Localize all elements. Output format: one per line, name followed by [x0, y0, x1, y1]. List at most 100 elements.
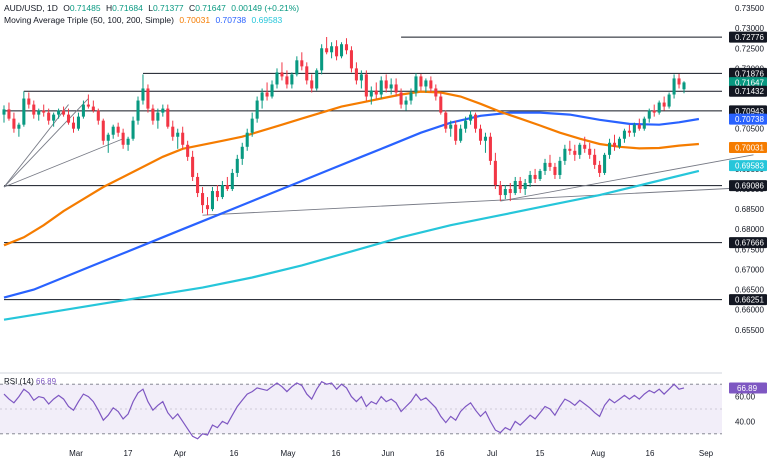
candle-body — [439, 96, 443, 113]
price-tick-label: 0.67500 — [735, 245, 764, 254]
candle-body — [52, 114, 56, 121]
trend-line — [3, 98, 89, 188]
candle-body — [518, 180, 522, 190]
candle-body — [647, 110, 651, 119]
candle-body — [399, 92, 403, 105]
price-tick-label: 0.72500 — [735, 44, 764, 53]
price-tick-label: 0.66500 — [735, 286, 764, 295]
candle-body — [523, 182, 527, 190]
candle-body — [672, 78, 676, 95]
ma-legend: Moving Average Triple (50, 100, 200, Sim… — [4, 15, 285, 25]
candle-body — [71, 122, 76, 129]
candle-body — [339, 44, 344, 57]
candle-body — [622, 130, 626, 139]
candle-body — [230, 172, 234, 190]
price-axis-marker: 0.71647 — [729, 77, 767, 89]
candle-body — [667, 94, 671, 107]
candle-body — [617, 138, 622, 147]
candle-body — [662, 102, 666, 107]
time-tick-label: Mar — [69, 449, 83, 458]
candle-body — [215, 191, 219, 198]
time-tick-label: 16 — [436, 449, 445, 458]
ma200-line — [3, 169, 700, 321]
candle-body — [344, 44, 349, 51]
candle-body — [111, 126, 115, 135]
candle-body — [76, 116, 80, 129]
candle-body — [225, 185, 229, 190]
candle-body — [682, 82, 686, 90]
ohlc-high: H0.71684 — [105, 3, 143, 13]
candle-body — [424, 80, 428, 87]
price-tick-label: 0.67000 — [735, 265, 764, 274]
candle-body — [265, 92, 269, 97]
rsi-title: RSI (14) — [4, 377, 34, 386]
candle-body — [578, 144, 582, 155]
candle-body — [136, 100, 140, 121]
candle-body — [86, 104, 90, 107]
candle-body — [637, 124, 641, 129]
candle-body — [62, 110, 66, 115]
candle-body — [349, 50, 353, 69]
symbol-legend: AUD/USD, 1D O0.71485 H0.71684 L0.71377 C… — [4, 3, 302, 13]
time-tick-label: May — [280, 449, 295, 458]
candle-body — [469, 114, 473, 121]
candle-body — [295, 60, 299, 75]
time-tick-label: Jul — [487, 449, 497, 458]
candle-body — [543, 162, 547, 171]
candle-body — [181, 132, 185, 145]
candle-body — [12, 118, 16, 129]
candle-body — [568, 148, 572, 151]
candle-body — [290, 74, 294, 85]
candle-body — [250, 118, 254, 133]
candle-body — [573, 150, 577, 155]
candle-body — [255, 100, 259, 119]
candle-body — [538, 170, 542, 179]
candle-body — [389, 84, 393, 89]
time-tick-label: Apr — [174, 449, 187, 458]
candle-body — [404, 100, 408, 105]
price-axis-marker: 0.67666 — [729, 237, 767, 249]
candle-body — [369, 90, 373, 97]
candle-body — [22, 98, 26, 125]
time-tick-label: Sep — [699, 449, 714, 458]
candle-body — [354, 68, 358, 81]
candle-body — [196, 176, 200, 194]
candle-body — [528, 174, 532, 183]
candle-body — [464, 120, 468, 129]
time-tick-label: 16 — [646, 449, 655, 458]
price-marker-label: 0.67666 — [735, 239, 764, 248]
candle-body — [325, 48, 329, 53]
candle-body — [166, 108, 170, 127]
candle-body — [533, 174, 537, 179]
candle-body — [27, 98, 31, 105]
rsi-current-label: 66.89 — [737, 384, 758, 393]
candle-body — [598, 164, 602, 173]
candle-body — [201, 193, 205, 206]
trend-line — [3, 104, 69, 188]
rsi-tick-label: 40.00 — [735, 417, 756, 426]
candle-body — [449, 124, 453, 129]
time-tick-label: Aug — [591, 449, 605, 458]
ma200-value: 0.69583 — [251, 15, 283, 25]
candle-body — [488, 136, 492, 161]
ohlc-close: C0.71647 — [189, 3, 226, 13]
candle-body — [364, 74, 368, 97]
candle-body — [300, 60, 304, 67]
candle-body — [508, 189, 512, 194]
candle-body — [151, 108, 155, 121]
price-axis-marker: 0.70031 — [729, 142, 767, 154]
time-tick-label: 15 — [536, 449, 545, 458]
candle-body — [205, 205, 210, 210]
price-axis-marker: 0.66251 — [729, 294, 767, 306]
ma100-value: 0.70738 — [215, 15, 247, 25]
candle-body — [434, 88, 438, 97]
price-axis-marker: 0.72776 — [729, 31, 767, 43]
candle-body — [66, 114, 71, 123]
price-tick-label: 0.68500 — [735, 205, 764, 214]
candle-body — [409, 92, 413, 101]
price-tick-label: 0.68000 — [735, 225, 764, 234]
candle-body — [186, 144, 190, 157]
candle-body — [359, 74, 363, 81]
candle-body — [57, 110, 61, 115]
candle-body — [285, 76, 289, 85]
